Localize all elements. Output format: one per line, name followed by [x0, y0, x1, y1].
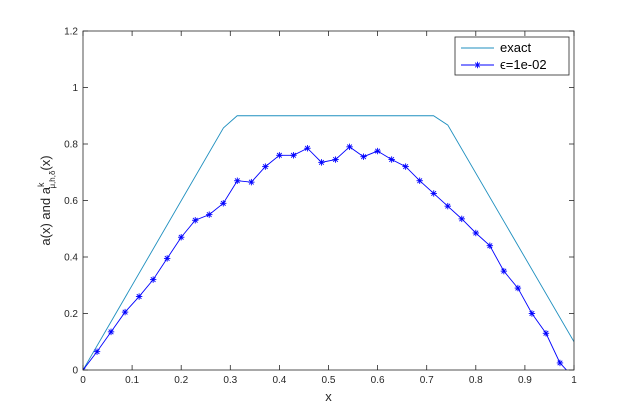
- data-point: [262, 163, 269, 170]
- y-tick-label: 1: [72, 83, 78, 94]
- data-point: [486, 242, 494, 249]
- data-point: [430, 190, 437, 197]
- y-axis-label-tail: (x): [38, 155, 53, 170]
- data-point: [416, 177, 423, 184]
- y-tick-label: 0: [72, 366, 78, 377]
- series-layer: [83, 115, 574, 370]
- data-point: [542, 330, 550, 337]
- y-axis-label: a(x) and ak μ,h,δ(x): [36, 155, 57, 245]
- data-point: [83, 366, 87, 370]
- x-tick-label: 0: [80, 375, 86, 386]
- x-tick-label: 0.6: [371, 375, 385, 386]
- data-point: [444, 202, 451, 210]
- data-point: [192, 217, 199, 224]
- data-point: [304, 145, 311, 152]
- y-axis-label-sup: k: [36, 182, 46, 187]
- x-tick-label: 0.8: [469, 375, 483, 386]
- y-tick-label: 0.4: [64, 253, 78, 264]
- x-tick-label: 0.3: [223, 375, 237, 386]
- y-tick-label: 1.2: [64, 27, 78, 38]
- x-tick-label: 0.9: [518, 375, 532, 386]
- x-tick-label: 0.5: [322, 375, 336, 386]
- x-tick-label: 0.4: [272, 375, 286, 386]
- legend-marker-epsilon: [474, 61, 481, 69]
- data-point: [458, 215, 465, 223]
- data-point: [402, 163, 409, 170]
- data-point: [107, 328, 115, 336]
- data-point: [149, 276, 157, 283]
- data-point: [178, 234, 185, 241]
- data-point: [121, 308, 129, 316]
- data-point: [234, 177, 241, 184]
- data-point: [500, 267, 508, 275]
- legend-label-exact: exact: [500, 40, 531, 55]
- y-tick-label: 0.8: [64, 140, 78, 151]
- data-point: [528, 310, 536, 317]
- series-line-0: [83, 115, 574, 370]
- data-point: [276, 152, 283, 159]
- data-point: [93, 348, 101, 355]
- data-point: [472, 229, 479, 237]
- series-1: [83, 143, 570, 370]
- data-point: [163, 255, 171, 262]
- data-point: [220, 200, 227, 207]
- x-tick-label: 1: [571, 375, 577, 386]
- ticks-layer: 0 0.1 0.2 0.3 0.4 0.5 0.6 0.7 0.8 0.9 1 0 0.2 0.4 0.6 0…: [64, 27, 577, 387]
- series-0: [83, 115, 574, 370]
- data-point: [388, 156, 395, 163]
- legend-label-epsilon: ϵ=1e-02: [500, 57, 547, 72]
- data-point: [332, 156, 339, 163]
- data-point: [206, 211, 213, 218]
- data-point: [374, 147, 381, 155]
- x-tick-label: 0.2: [174, 375, 188, 386]
- data-point: [556, 359, 564, 367]
- data-point: [248, 178, 255, 186]
- legend: exact ϵ=1e-02: [454, 36, 570, 76]
- series-line-1: [83, 146, 568, 370]
- y-axis-label-main: a(x) and a: [38, 186, 53, 245]
- x-tick-label: 0.7: [420, 375, 434, 386]
- data-point: [360, 153, 367, 160]
- y-tick-label: 0.2: [64, 309, 78, 320]
- data-point: [290, 152, 297, 159]
- y-axis-label-sub: μ,h,δ: [48, 170, 57, 189]
- data-point: [346, 143, 353, 151]
- data-point: [318, 159, 325, 166]
- data-point: [514, 284, 522, 292]
- legend-box: [454, 36, 570, 76]
- plot-background: [83, 31, 574, 370]
- legend-asterisk: [474, 61, 481, 69]
- y-tick-label: 0.6: [64, 196, 78, 207]
- x-tick-label: 0.1: [125, 375, 139, 386]
- x-axis-label: x: [325, 389, 332, 404]
- data-point: [135, 293, 143, 300]
